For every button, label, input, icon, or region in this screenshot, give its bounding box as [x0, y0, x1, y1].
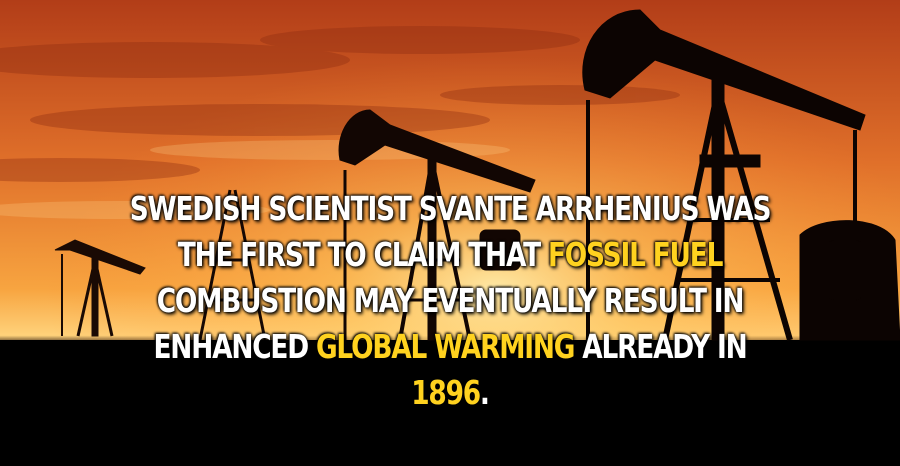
pumpjack-silhouette — [582, 9, 900, 341]
caption-line-3: COMBUSTION MAY EVENTUALLY RESULT IN — [156, 281, 745, 320]
oil-derrick-silhouette — [198, 189, 267, 341]
fact-caption: SWEDISH SCIENTIST SVANTE ARRHENIUS WAS T… — [122, 186, 778, 416]
caption-text: ALREADY IN — [574, 327, 747, 366]
caption-line-5: 1896. — [122, 370, 778, 416]
caption-text: THE FIRST TO CLAIM THAT — [177, 235, 548, 274]
highlight-year: 1896 — [411, 373, 481, 412]
caption-line-1: SWEDISH SCIENTIST SVANTE ARRHENIUS WAS — [129, 189, 772, 228]
caption-text: ENHANCED — [153, 327, 316, 366]
caption-text: . — [479, 373, 490, 412]
highlight-fossil-fuel: FOSSIL FUEL — [547, 235, 723, 274]
highlight-global-warming: GLOBAL WARMING — [315, 327, 576, 366]
caption-line-4: ENHANCED GLOBAL WARMING ALREADY IN — [122, 324, 778, 370]
pumpjack-silhouette — [54, 239, 146, 337]
pumpjack-silhouette — [338, 109, 536, 341]
caption-line-2: THE FIRST TO CLAIM THAT FOSSIL FUEL — [122, 232, 778, 278]
